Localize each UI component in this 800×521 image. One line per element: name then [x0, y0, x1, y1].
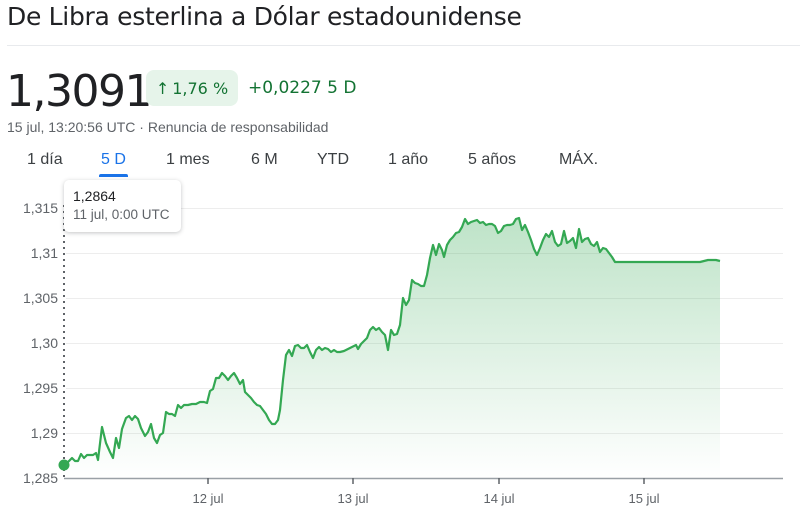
x-tick-label: 15 jul [628, 491, 660, 506]
y-tick-label: 1,295 [22, 380, 58, 396]
meta-separator: · [139, 119, 144, 135]
percent-change-badge: ↑ 1,76 % [146, 70, 238, 106]
page-title: De Libra esterlina a Dólar estadounidens… [7, 2, 522, 31]
disclaimer-link[interactable]: Renuncia de responsabilidad [147, 119, 329, 135]
absolute-change: +0,0227 5 D [248, 78, 356, 98]
percent-change-value: 1,76 % [172, 78, 229, 98]
y-tick-label: 1,305 [22, 290, 58, 306]
x-tick-label: 13 jul [337, 491, 369, 506]
y-tick-label: 1,285 [22, 470, 58, 486]
current-price: 1,3091 [6, 66, 152, 117]
tab-ytd[interactable]: YTD [317, 151, 349, 168]
tab-max[interactable]: MÁX. [559, 151, 599, 168]
hover-point-marker [58, 459, 70, 471]
arrow-up-icon: ↑ [155, 78, 170, 98]
y-tick-label: 1,30 [30, 335, 58, 351]
tab-5-years[interactable]: 5 años [468, 151, 517, 168]
price-area-fill [64, 218, 720, 478]
tab-6-months[interactable]: 6 M [251, 151, 278, 168]
x-axis-ticks [207, 478, 645, 484]
x-tick-label: 12 jul [192, 491, 224, 506]
x-tick-label: 14 jul [483, 491, 515, 506]
tab-1-month[interactable]: 1 mes [166, 151, 210, 168]
y-tick-label: 1,31 [30, 245, 58, 261]
quote-meta: 15 jul, 13:20:56 UTC · Renuncia de respo… [7, 119, 328, 135]
y-tick-label: 1,29 [30, 425, 58, 441]
tab-1-day[interactable]: 1 día [27, 151, 63, 168]
change-period: 5 D [327, 78, 357, 98]
price-line [63, 216, 721, 466]
chart-tooltip: 1,2864 11 jul, 0:00 UTC [64, 180, 181, 232]
y-tick-label: 1,315 [22, 200, 58, 216]
header-divider [7, 45, 800, 46]
tab-1-year[interactable]: 1 año [388, 151, 429, 168]
tab-5-days[interactable]: 5 D [99, 151, 128, 177]
tooltip-value: 1,2864 [73, 188, 116, 204]
quote-timestamp: 15 jul, 13:20:56 UTC [7, 119, 136, 135]
absolute-change-value: +0,0227 [248, 78, 322, 98]
tooltip-date: 11 jul, 0:00 UTC [73, 207, 170, 222]
